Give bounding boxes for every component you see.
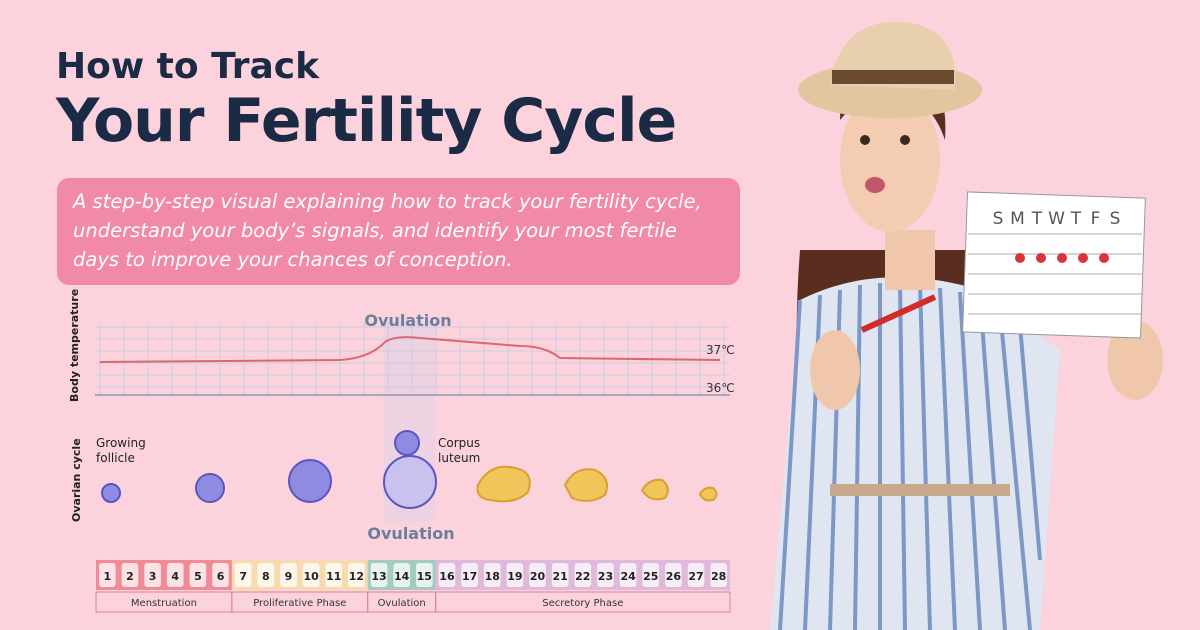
kicker: How to Track: [56, 46, 320, 87]
day-cell-inner: [99, 563, 116, 587]
day-number: 5: [194, 570, 202, 583]
calendar-weekday: T: [1031, 209, 1043, 229]
phase-label: Proliferative Phase: [253, 598, 346, 609]
day-number: 20: [530, 570, 546, 583]
day-cell-inner: [348, 563, 365, 587]
day-cell-inner: [189, 563, 207, 587]
day-cell-inner: [144, 563, 161, 587]
day-cell-inner: [416, 563, 433, 587]
day-cell-inner: [687, 563, 705, 587]
day-number: 15: [417, 570, 432, 583]
calendar-mark: [1078, 253, 1088, 263]
ovarian-label: Ovarian cycle: [70, 438, 83, 522]
day-number: 8: [262, 570, 270, 583]
calendar-mark: [1015, 253, 1025, 263]
calendar-weekday: S: [1110, 209, 1121, 229]
day-number: 12: [349, 570, 364, 583]
day-cell-inner: [529, 563, 546, 587]
day-cell-inner: [234, 563, 252, 587]
day-cell-inner: [483, 563, 501, 587]
day-number: 14: [394, 570, 410, 583]
day-number: 6: [217, 570, 225, 583]
day-cell-inner: [642, 563, 660, 587]
day-number: 7: [239, 570, 247, 583]
calendar-weekday: M: [1010, 209, 1025, 229]
day-cell-inner: [506, 563, 524, 587]
day-cell-inner: [166, 563, 184, 587]
growing-follicle: Growing follicle: [96, 436, 146, 465]
day-number: 3: [149, 570, 157, 583]
day-cell-inner: [280, 563, 297, 587]
day-cell-inner: [325, 563, 343, 587]
calendar-weekday: F: [1091, 209, 1101, 229]
day-number: 10: [303, 570, 319, 583]
day-number: 23: [598, 570, 613, 583]
day-cell-inner: [710, 563, 727, 587]
day-number: 11: [326, 570, 341, 583]
calendar-weekday: T: [1070, 209, 1082, 229]
day-cell-inner: [574, 563, 592, 587]
day-number: 28: [711, 570, 726, 583]
description: A step-by-step visual explaining how to …: [57, 178, 740, 285]
day-cell-inner: [551, 563, 569, 587]
temp-low: 36℃: [706, 381, 735, 395]
y-label: Body temperature: [68, 289, 81, 402]
corpus-luteum: Corpus luteum: [438, 436, 481, 465]
day-number: 21: [553, 570, 568, 583]
day-cell-inner: [370, 563, 388, 587]
day-cell-inner: [597, 563, 614, 587]
day-number: 4: [171, 570, 179, 583]
day-cell-inner: [302, 563, 320, 587]
day-number: 25: [643, 570, 658, 583]
phase-label: Ovulation: [378, 598, 426, 609]
day-number: 22: [575, 570, 590, 583]
ovulation-label: Ovulation: [364, 311, 451, 330]
day-cell-inner: [619, 563, 637, 587]
calendar-mark: [1036, 253, 1046, 263]
day-number: 13: [371, 570, 386, 583]
day-number: 17: [462, 570, 477, 583]
temp-high: 37℃: [706, 343, 735, 357]
day-number: 19: [507, 570, 522, 583]
day-cell-inner: [212, 563, 229, 587]
day-cell-inner: [257, 563, 275, 587]
day-number: 1: [103, 570, 111, 583]
calendar-weekday: W: [1048, 209, 1065, 229]
day-number: 2: [126, 570, 134, 583]
day-number: 24: [620, 570, 636, 583]
day-cell-inner: [393, 563, 410, 587]
phase-label: Secretory Phase: [542, 598, 623, 609]
day-number: 26: [666, 570, 682, 583]
day-cell-inner: [665, 563, 682, 587]
day-cell-inner: [121, 563, 139, 587]
calendar-mark: [1057, 253, 1067, 263]
day-cell-inner: [461, 563, 478, 587]
title: Your Fertility Cycle: [56, 86, 677, 156]
day-number: 27: [688, 570, 703, 583]
ovulation-label-2: Ovulation: [367, 524, 454, 543]
day-number: 16: [439, 570, 455, 583]
calendar-mark: [1099, 253, 1109, 263]
day-number: 9: [285, 570, 293, 583]
phase-label: Menstruation: [131, 598, 197, 609]
day-cell-inner: [438, 563, 456, 587]
calendar-weekday: S: [993, 209, 1004, 229]
phase-box: [435, 591, 731, 613]
day-number: 18: [485, 570, 500, 583]
